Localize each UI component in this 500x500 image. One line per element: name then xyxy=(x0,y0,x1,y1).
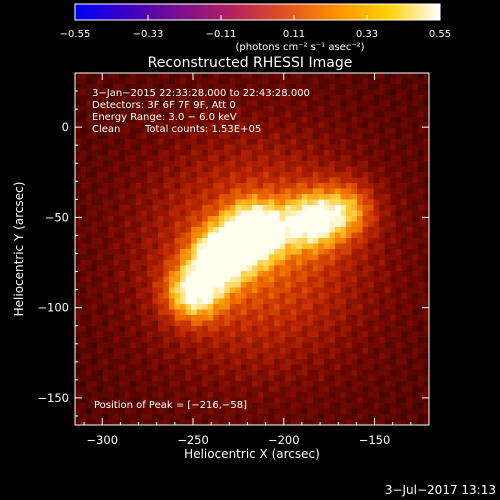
annotation-clean: Clean xyxy=(92,124,120,135)
annotation-total-counts: Total counts: 1.53E+05 xyxy=(144,124,261,135)
x-tick-label: −200 xyxy=(268,433,300,447)
annotation-energy: Energy Range: 3.0 − 6.0 keV xyxy=(92,112,237,123)
colorbar-tick-label: 0.11 xyxy=(283,29,305,40)
annotation-time-range: 3−Jan−2015 22:33:28.000 to 22:43:28.000 xyxy=(92,88,310,99)
axis-ticks: −300 −250 −200 −150 0 −50 −100 −150 xyxy=(37,73,429,447)
x-tick-label: −150 xyxy=(359,433,391,447)
chart-title: Reconstructed RHESSI Image xyxy=(148,55,353,71)
colorbar-tick-label: 0.33 xyxy=(356,29,378,40)
footer-date: 3−Jul−2017 13:13 xyxy=(385,483,496,497)
annotation-peak-position: Position of Peak = [−216,−58] xyxy=(94,400,247,411)
colorbar-tick-label: −0.55 xyxy=(60,29,91,40)
colorbar-unit-label: (photons cm⁻² s⁻¹ asec⁻²) xyxy=(235,42,364,53)
colorbar-tick-label: −0.33 xyxy=(133,29,164,40)
annotation-detectors: Detectors: 3F 6F 7F 9F, Att 0 xyxy=(92,100,236,111)
x-tick-label: −300 xyxy=(86,433,118,447)
y-tick-label: 0 xyxy=(62,120,69,134)
heatmap-image xyxy=(75,73,430,426)
plot-frame xyxy=(74,72,430,426)
y-tick-label: −150 xyxy=(37,391,69,405)
colorbar-tick-label: −0.11 xyxy=(206,29,237,40)
x-tick-label: −250 xyxy=(177,433,209,447)
colorbar-tick-label: 0.55 xyxy=(429,29,451,40)
y-tick-label: −50 xyxy=(45,210,69,224)
y-axis-label: Heliocentric Y (arcsec) xyxy=(12,182,26,317)
colorbar-ticks: −0.55 −0.33 −0.11 0.11 0.33 0.55 xyxy=(60,15,451,40)
y-tick-label: −100 xyxy=(37,301,69,315)
colorbar xyxy=(74,3,441,21)
x-axis-label: Heliocentric X (arcsec) xyxy=(184,447,320,461)
